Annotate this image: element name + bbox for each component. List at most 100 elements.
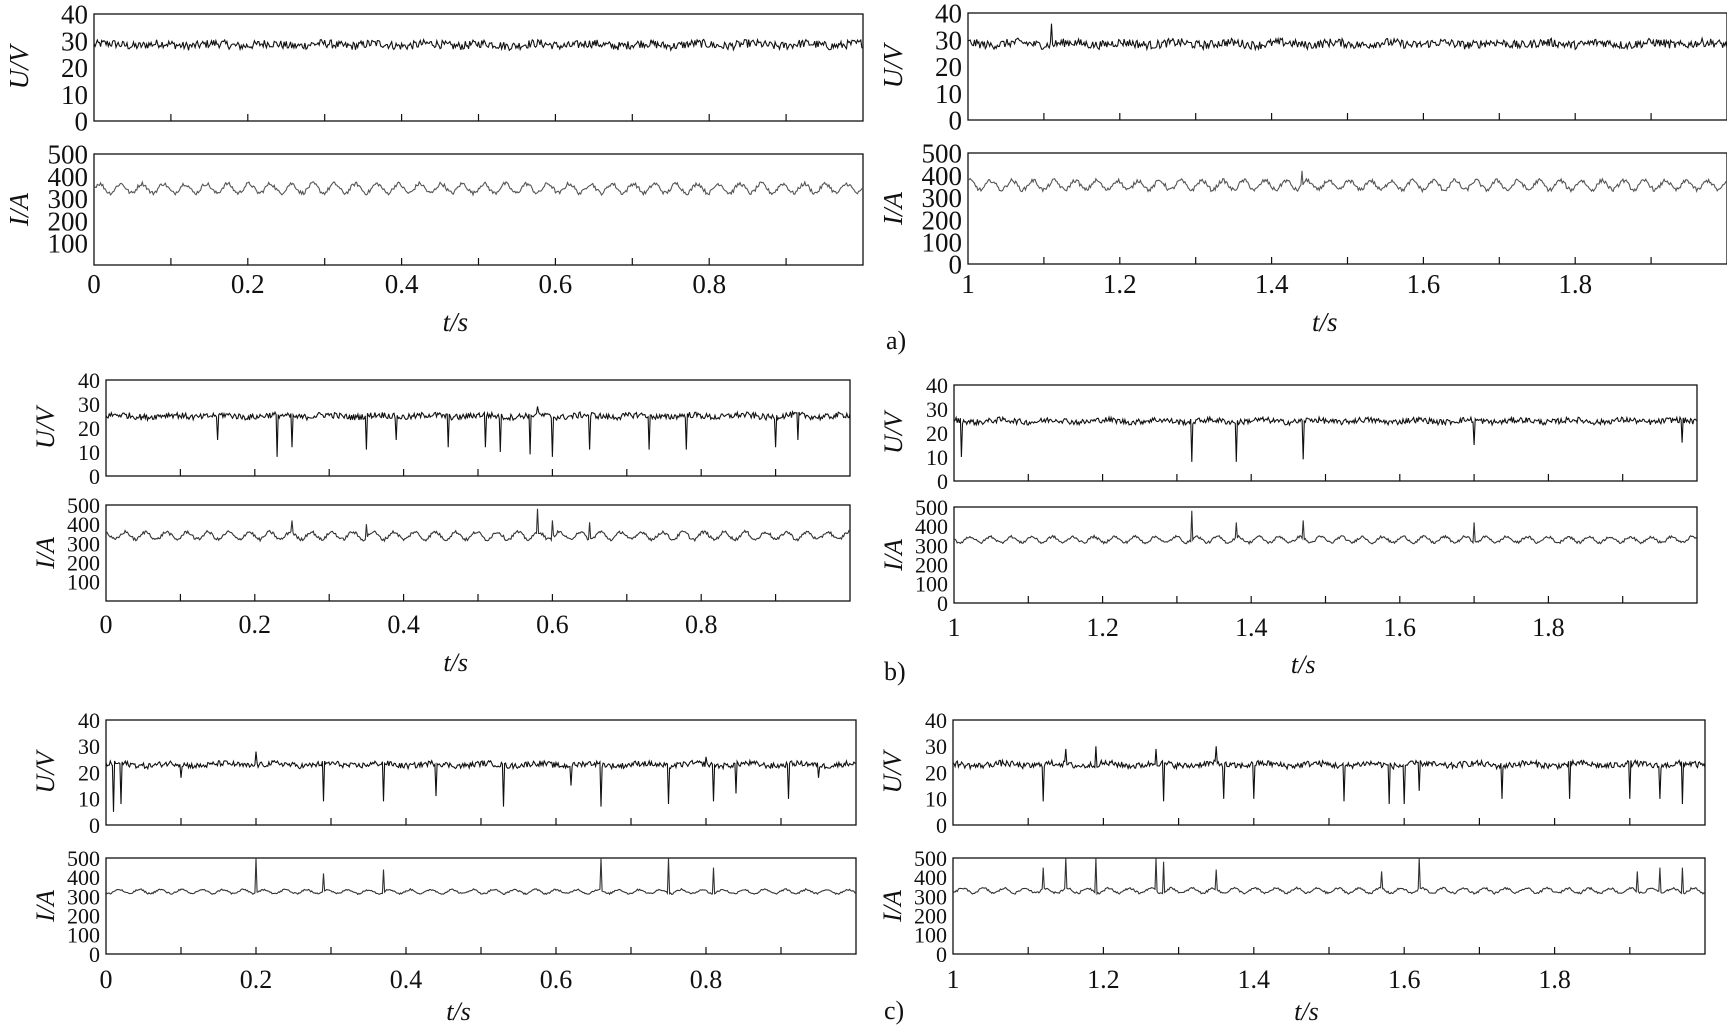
current-axes-frame (105, 857, 857, 955)
x-tick-label: 0.2 (231, 269, 265, 299)
x-axis-label: t/s (1312, 307, 1338, 337)
voltage-series-line (105, 406, 851, 457)
panel-label-c: c) (884, 996, 904, 1025)
voltage-y-tick-label: 0 (949, 106, 963, 136)
current-y-axis-label: I/A (878, 890, 907, 923)
x-axis-label: t/s (443, 648, 468, 677)
voltage-series-line (953, 415, 1698, 462)
voltage-series-line (952, 746, 1706, 805)
current-y-tick-label: 400 (922, 161, 963, 191)
current-y-axis-label: I/A (31, 537, 60, 570)
x-tick-label: 0.8 (692, 269, 726, 299)
x-tick-label: 1.6 (1384, 613, 1417, 642)
current-y-tick-label: 400 (915, 514, 948, 539)
voltage-y-tick-label: 10 (61, 80, 88, 110)
current-axes-frame (953, 506, 1698, 604)
current-y-axis-label: I/A (4, 193, 34, 227)
current-y-tick-label: 200 (922, 205, 963, 235)
x-axis-label: t/s (1291, 650, 1316, 679)
x-tick-label: 1.8 (1558, 269, 1592, 299)
current-series-line (953, 510, 1698, 546)
voltage-y-axis-label: U/V (31, 748, 60, 793)
panel-label-b: b) (884, 657, 906, 686)
current-y-tick-label: 100 (914, 923, 947, 948)
voltage-y-tick-label: 0 (89, 813, 100, 838)
current-y-tick-label: 0 (937, 591, 948, 616)
voltage-y-tick-label: 30 (926, 397, 948, 422)
current-y-tick-label: 100 (67, 570, 100, 595)
x-tick-label: 1.6 (1407, 269, 1441, 299)
voltage-axes-frame (967, 12, 1727, 121)
current-axes-frame (93, 153, 864, 266)
x-tick-label: 1 (948, 613, 961, 642)
voltage-y-tick-label: 40 (935, 0, 962, 29)
voltage-y-tick-label: 20 (61, 53, 88, 83)
voltage-y-axis-label: U/V (31, 404, 60, 449)
x-tick-label: 0.8 (685, 610, 718, 639)
current-series-line (105, 508, 851, 543)
current-y-tick-label: 300 (67, 531, 100, 556)
current-y-axis-label: I/A (879, 539, 908, 572)
current-y-tick-label: 100 (67, 923, 100, 948)
voltage-y-tick-label: 10 (926, 445, 948, 470)
current-series-line (967, 170, 1727, 194)
x-tick-label: 0.2 (239, 610, 272, 639)
voltage-y-tick-label: 0 (89, 464, 100, 489)
current-y-tick-label: 400 (914, 865, 947, 890)
current-y-tick-label: 200 (915, 553, 948, 578)
voltage-y-tick-label: 40 (78, 708, 100, 733)
current-y-tick-label: 400 (67, 865, 100, 890)
voltage-y-tick-label: 40 (61, 0, 88, 30)
current-y-tick-label: 100 (48, 229, 89, 259)
voltage-y-axis-label: U/V (4, 42, 34, 89)
x-axis-label: t/s (443, 307, 469, 337)
current-y-tick-label: 400 (48, 162, 89, 192)
voltage-axes-frame (952, 719, 1706, 826)
voltage-y-tick-label: 10 (78, 787, 100, 812)
x-tick-label: 0.6 (539, 269, 573, 299)
x-tick-label: 0 (100, 610, 113, 639)
current-y-tick-label: 500 (922, 139, 963, 169)
voltage-y-tick-label: 10 (78, 440, 100, 465)
voltage-y-tick-label: 40 (78, 368, 100, 393)
x-tick-label: 1.4 (1255, 269, 1289, 299)
voltage-y-tick-label: 30 (925, 734, 947, 759)
x-tick-label: 1 (961, 269, 975, 299)
x-tick-label: 1.4 (1238, 965, 1271, 994)
current-y-tick-label: 500 (67, 846, 100, 871)
voltage-y-axis-label: U/V (878, 748, 907, 793)
current-axes-frame (105, 504, 851, 602)
current-y-tick-label: 300 (48, 184, 89, 214)
x-tick-label: 0.4 (387, 610, 420, 639)
current-y-tick-label: 500 (915, 495, 948, 520)
current-y-tick-label: 0 (949, 250, 963, 280)
current-series-line (105, 857, 857, 896)
voltage-y-tick-label: 30 (78, 734, 100, 759)
x-tick-label: 0.6 (540, 965, 573, 994)
current-y-tick-label: 200 (67, 904, 100, 929)
panel-label-a: a) (886, 326, 906, 355)
voltage-y-tick-label: 40 (926, 373, 948, 398)
x-tick-label: 0 (87, 269, 101, 299)
x-tick-label: 1.4 (1235, 613, 1268, 642)
voltage-y-tick-label: 20 (78, 760, 100, 785)
current-axes-frame (967, 152, 1727, 265)
voltage-y-tick-label: 10 (925, 787, 947, 812)
voltage-y-tick-label: 0 (937, 469, 948, 494)
current-y-tick-label: 500 (914, 846, 947, 871)
current-y-tick-label: 100 (922, 228, 963, 258)
voltage-y-tick-label: 0 (75, 107, 89, 137)
